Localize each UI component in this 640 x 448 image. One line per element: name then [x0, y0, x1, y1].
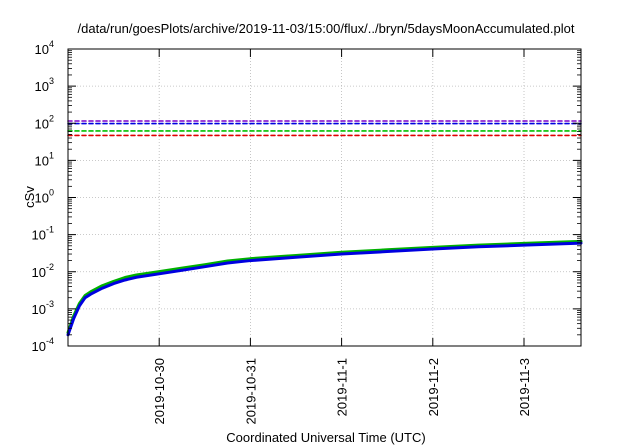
y-tick-label-exponent: 1: [49, 150, 54, 160]
series-layer: [66, 120, 583, 337]
y-tick-label: 100: [35, 188, 54, 206]
x-tick-label: 2019-10-30: [152, 358, 167, 425]
y-tick-label-base: 10: [32, 228, 46, 243]
y-tick-label: 104: [35, 39, 54, 57]
x-tick-label: 2019-11-1: [335, 358, 350, 416]
y-tick-label-exponent: 2: [49, 113, 54, 123]
y-tick-label-exponent: -3: [46, 299, 54, 309]
y-tick-label-exponent: -2: [46, 262, 54, 272]
y-tick-label: 101: [35, 150, 54, 168]
chart-title: /data/run/goesPlots/archive/2019-11-03/1…: [78, 21, 575, 36]
y-tick-label-exponent: -1: [46, 225, 54, 235]
y-tick-label-base: 10: [32, 265, 46, 280]
y-axis-title: cSv: [22, 186, 37, 208]
y-axis-title-group: cSv: [22, 186, 37, 208]
y-tick-label: 10-2: [32, 262, 54, 280]
y-tick-label-exponent: 0: [49, 188, 54, 198]
y-tick-label-base: 10: [35, 191, 49, 206]
y-tick-label-base: 10: [32, 302, 46, 317]
ticks: 10-410-310-210-11001011021031042019-10-3…: [32, 39, 581, 425]
y-tick-label-exponent: -4: [46, 336, 54, 346]
x-tick-label: 2019-11-2: [426, 358, 441, 416]
y-tick-label-exponent: 3: [49, 76, 54, 86]
y-tick-label-base: 10: [32, 339, 46, 354]
y-tick-label-base: 10: [35, 79, 49, 94]
y-tick-label: 10-4: [32, 336, 54, 354]
series-line: [66, 241, 583, 337]
y-tick-label: 10-1: [32, 225, 54, 243]
y-tick-label-base: 10: [35, 153, 49, 168]
series-line: [66, 239, 583, 335]
x-axis-title: Coordinated Universal Time (UTC): [226, 430, 425, 445]
y-tick-label-base: 10: [35, 42, 49, 57]
y-tick-label: 10-3: [32, 299, 54, 317]
y-tick-label: 102: [35, 113, 54, 131]
plot-frame: [67, 48, 582, 347]
y-tick-label-base: 10: [35, 116, 49, 131]
y-tick-label-exponent: 4: [49, 39, 54, 49]
x-tick-label: 2019-10-31: [243, 358, 258, 425]
x-tick-label: 2019-11-3: [517, 358, 532, 416]
y-tick-label: 103: [35, 76, 54, 94]
grid: [68, 49, 581, 346]
